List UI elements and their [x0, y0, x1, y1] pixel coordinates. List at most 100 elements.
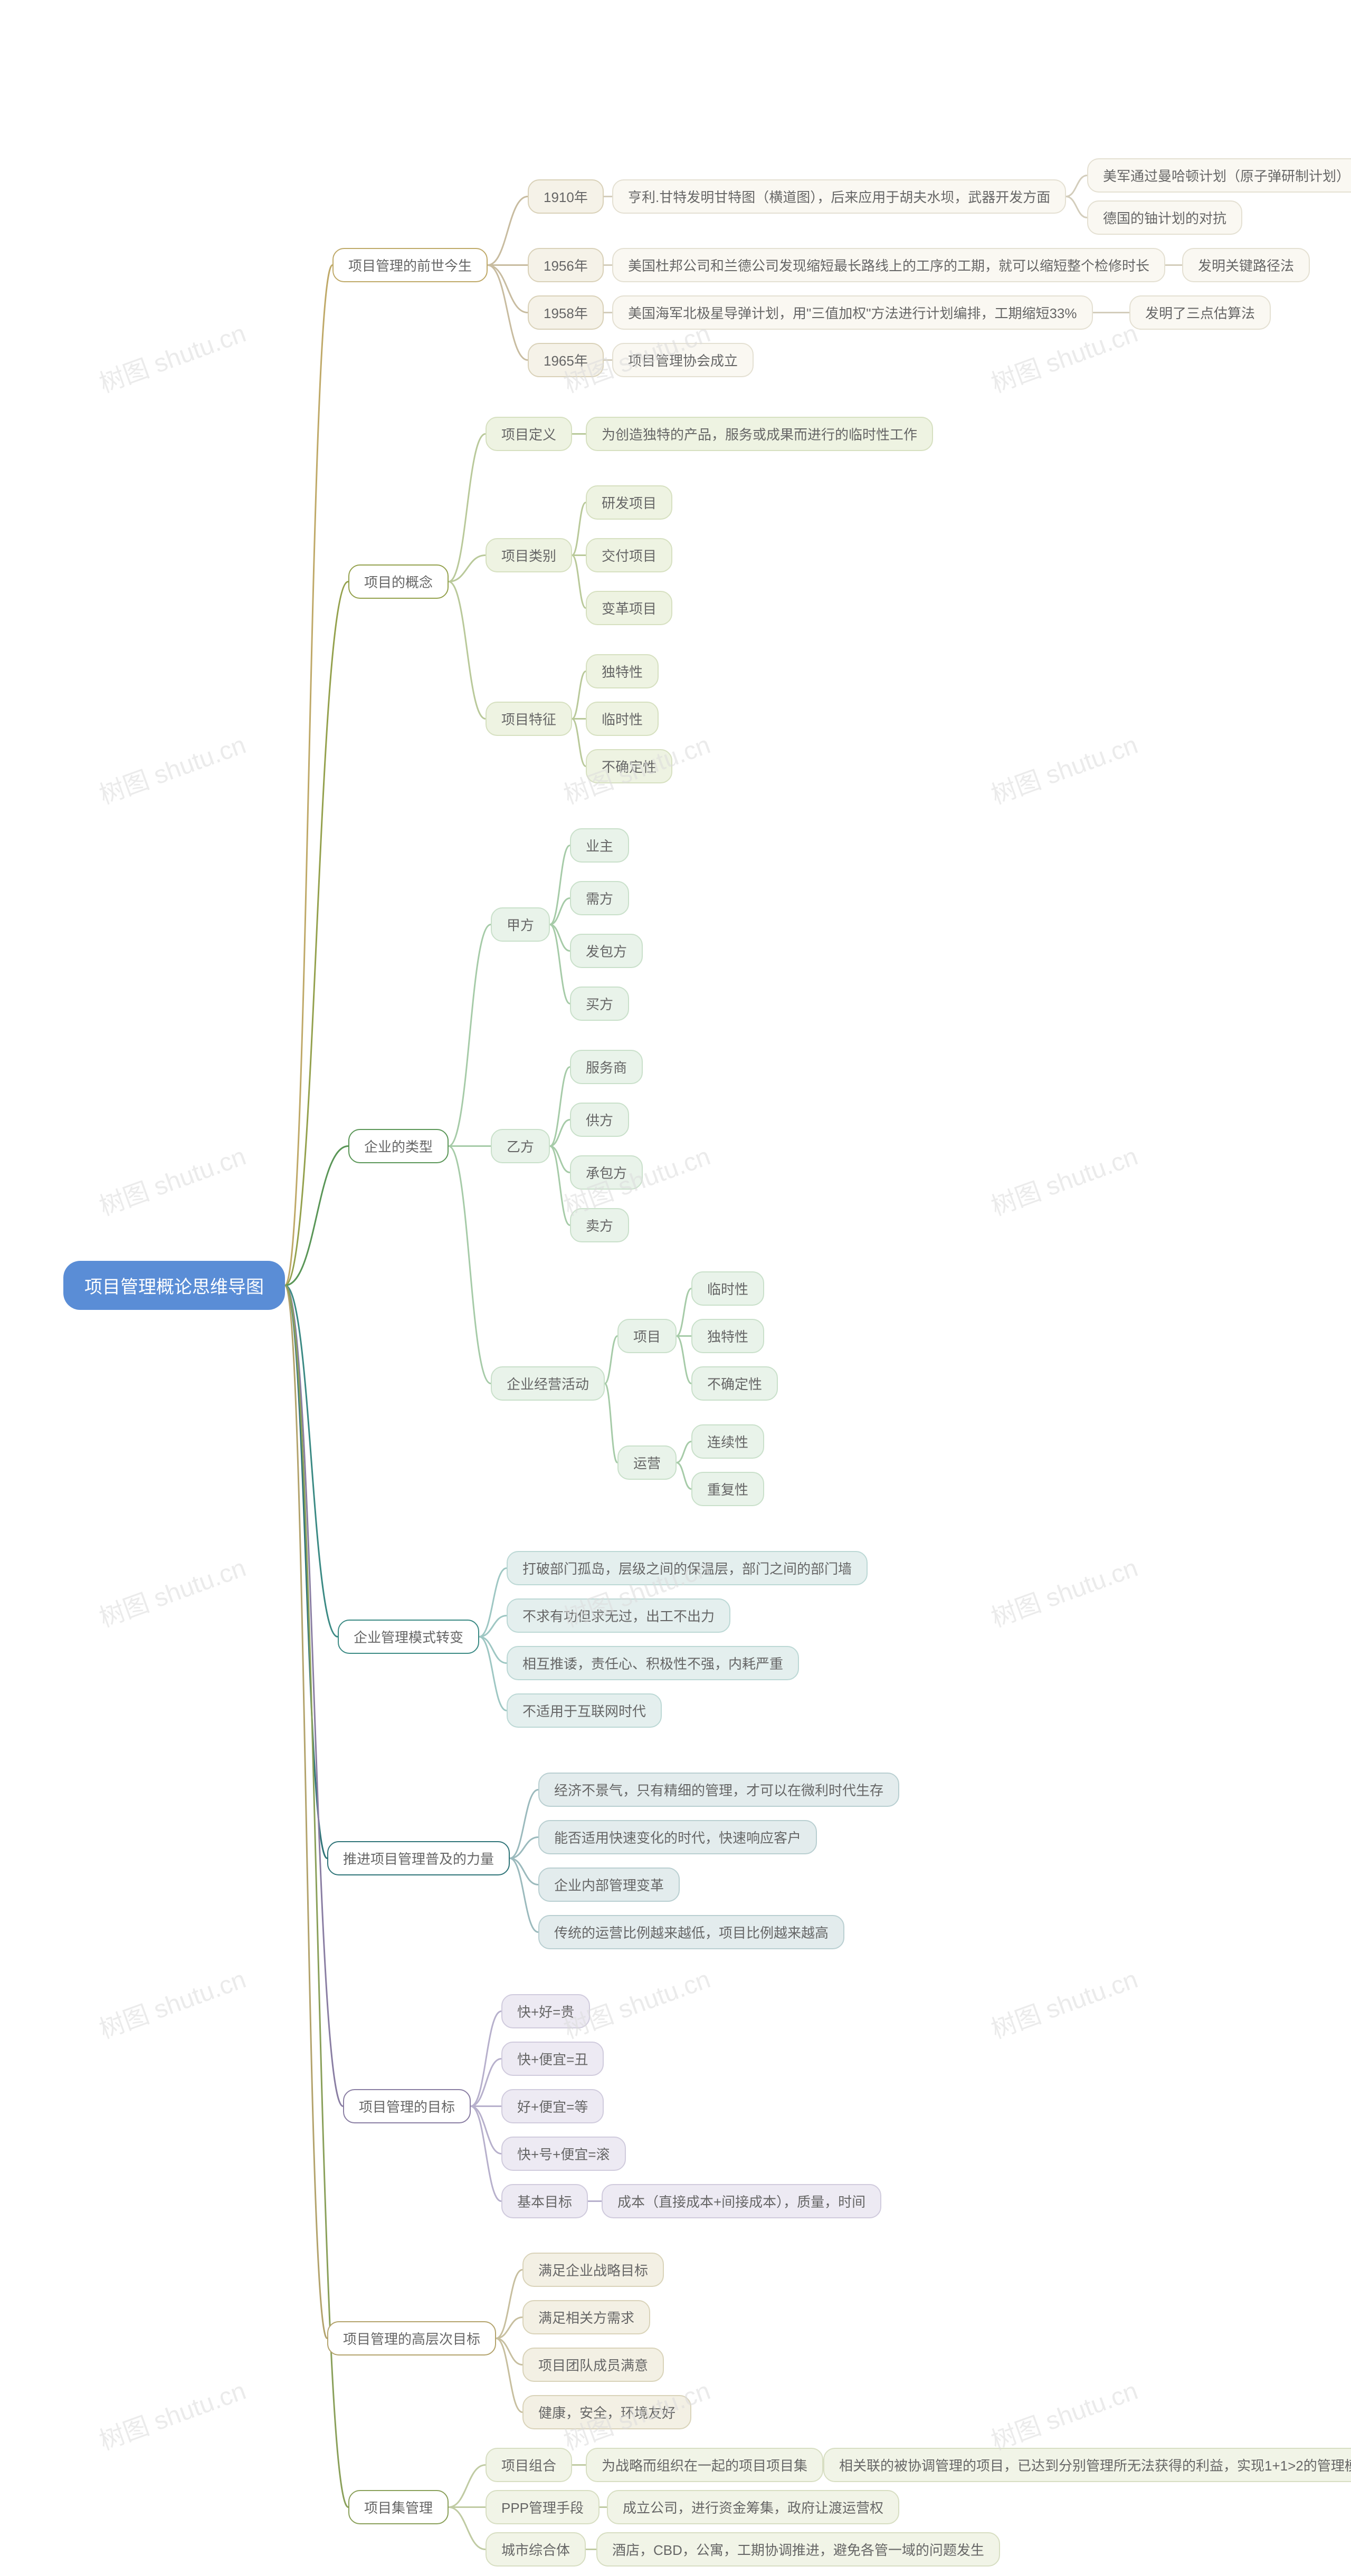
- node-s3c2a: 连续性: [691, 1424, 764, 1459]
- edge-s6-s6b: [471, 2059, 501, 2106]
- watermark: 树图 shutu.cn: [93, 312, 250, 399]
- edge-s3c1-s3c1a: [677, 1289, 691, 1336]
- node-s6c: 好+便宜=等: [501, 2089, 604, 2123]
- node-s4a: 打破部门孤岛，层级之间的保温层，部门之间的部门墙: [507, 1551, 868, 1585]
- edge-s2-s2c: [449, 582, 486, 719]
- edge-s3a-s3a4: [550, 925, 570, 1004]
- edge-s4-s4c: [479, 1637, 507, 1663]
- node-s3c1a: 临时性: [691, 1271, 764, 1306]
- edge-s7-s7c: [496, 2339, 522, 2365]
- watermark: 树图 shutu.cn: [93, 724, 250, 811]
- node-s2b3: 变革项目: [586, 591, 672, 625]
- node-s7: 项目管理的高层次目标: [327, 2321, 496, 2355]
- node-s3b4: 卖方: [570, 1208, 629, 1242]
- node-s6d: 快+号+便宜=滚: [501, 2137, 626, 2171]
- node-s6: 项目管理的目标: [343, 2089, 471, 2123]
- node-s4b: 不求有功但求无过，出工不出力: [507, 1598, 730, 1633]
- node-s3a2: 需方: [570, 881, 629, 915]
- node-s3a1: 业主: [570, 828, 629, 863]
- node-s1d: 1965年: [528, 343, 604, 377]
- edge-s2c-s2c1: [572, 672, 586, 719]
- edge-s3b-s3b2: [550, 1120, 570, 1146]
- node-s1b1: 美国杜邦公司和兰德公司发现缩短最长路线上的工序的工期，就可以缩短整个检修时长: [612, 248, 1165, 282]
- edge-s3b-s3b3: [550, 1146, 570, 1173]
- edge-s5-s5c: [510, 1859, 538, 1885]
- node-s7b: 满足相关方需求: [522, 2300, 650, 2334]
- edge-root-s7: [285, 1286, 327, 2339]
- edge-root-s4: [285, 1286, 338, 1637]
- node-s2b1: 研发项目: [586, 485, 672, 520]
- edge-s2-s2a: [449, 434, 486, 582]
- node-s3c1b: 独特性: [691, 1319, 764, 1353]
- node-s3c1: 项目: [617, 1319, 677, 1353]
- node-s2c2: 临时性: [586, 702, 659, 736]
- edge-s3b-s3b4: [550, 1146, 570, 1225]
- node-s1a: 1910年: [528, 179, 604, 214]
- edge-root-s2: [285, 582, 348, 1286]
- watermark: 树图 shutu.cn: [985, 2370, 1142, 2457]
- edge-s3c-s3c1: [605, 1336, 617, 1384]
- node-s2c: 项目特征: [486, 702, 572, 736]
- edge-s8-s8a: [449, 2465, 486, 2507]
- node-s7d: 健康，安全，环境友好: [522, 2395, 691, 2429]
- edge-s4-s4a: [479, 1568, 507, 1637]
- edge-s3a-s3a1: [550, 846, 570, 925]
- node-s8: 项目集管理: [348, 2490, 449, 2524]
- edge-s2-s2b: [449, 556, 486, 582]
- node-s3c1c: 不确定性: [691, 1366, 778, 1401]
- node-s4: 企业管理模式转变: [338, 1620, 479, 1654]
- edge-s3b-s3b1: [550, 1067, 570, 1146]
- edge-s4-s4d: [479, 1637, 507, 1711]
- node-root: 项目管理概论思维导图: [63, 1261, 285, 1310]
- node-s3a4: 买方: [570, 987, 629, 1021]
- node-s3b3: 承包方: [570, 1155, 643, 1190]
- node-s3c: 企业经营活动: [491, 1366, 605, 1401]
- node-s3a: 甲方: [491, 907, 550, 942]
- node-s1b2: 发明关键路径法: [1182, 248, 1310, 282]
- edge-s2c-s2c3: [572, 719, 586, 767]
- edge-s3-s3a: [449, 925, 491, 1146]
- node-s2c3: 不确定性: [586, 749, 672, 783]
- edge-s3-s3c: [449, 1146, 491, 1384]
- node-s3c2b: 重复性: [691, 1472, 764, 1506]
- edge-s1a1-s1a1a: [1066, 176, 1087, 197]
- edge-s7-s7a: [496, 2270, 522, 2339]
- watermark: 树图 shutu.cn: [985, 724, 1142, 811]
- edge-root-s3: [285, 1146, 348, 1286]
- watermark: 树图 shutu.cn: [93, 2370, 250, 2457]
- node-s1c2: 发明了三点估算法: [1129, 295, 1271, 330]
- node-s8b: PPP管理手段: [486, 2490, 600, 2524]
- node-s1: 项目管理的前世今生: [332, 248, 488, 282]
- watermark: 树图 shutu.cn: [93, 1135, 250, 1222]
- node-s7c: 项目团队成员满意: [522, 2348, 664, 2382]
- edge-s2b-s2b1: [572, 503, 586, 556]
- node-s2b: 项目类别: [486, 538, 572, 572]
- watermark: 树图 shutu.cn: [93, 1547, 250, 1634]
- node-s8a: 项目组合: [486, 2448, 572, 2482]
- node-s3b1: 服务商: [570, 1050, 643, 1084]
- edge-s5-s5b: [510, 1837, 538, 1859]
- node-s3a3: 发包方: [570, 934, 643, 968]
- node-s6e: 基本目标: [501, 2184, 588, 2218]
- edge-s3a-s3a3: [550, 925, 570, 951]
- edge-s3c1-s3c1c: [677, 1336, 691, 1384]
- node-s4c: 相互推诿，责任心、积极性不强，内耗严重: [507, 1646, 799, 1680]
- watermark: 树图 shutu.cn: [985, 1958, 1142, 2045]
- watermark: 树图 shutu.cn: [93, 1958, 250, 2045]
- node-s6b: 快+便宜=丑: [501, 2042, 604, 2076]
- node-s8c1: 酒店，CBD，公寓，工期协调推进，避免各管一域的问题发生: [596, 2532, 1000, 2567]
- edge-s8-s8c: [449, 2507, 486, 2550]
- edge-root-s6: [285, 1286, 343, 2106]
- edge-s7-s7b: [496, 2318, 522, 2339]
- edge-s6-s6e: [471, 2106, 501, 2201]
- node-s1c: 1958年: [528, 295, 604, 330]
- node-s8a1: 为战略而组织在一起的项目项目集: [586, 2448, 823, 2482]
- edge-s1-s1c: [488, 265, 528, 313]
- node-s8c: 城市综合体: [486, 2532, 586, 2567]
- node-s3: 企业的类型: [348, 1129, 449, 1163]
- node-s8b1: 成立公司，进行资金筹集，政府让渡运营权: [607, 2490, 899, 2524]
- node-s5a: 经济不景气，只有精细的管理，才可以在微利时代生存: [538, 1773, 899, 1807]
- node-s5b: 能否适用快速变化的时代，快速响应客户: [538, 1820, 817, 1854]
- node-s4d: 不适用于互联网时代: [507, 1693, 662, 1728]
- edge-s1a1-s1a1b: [1066, 197, 1087, 218]
